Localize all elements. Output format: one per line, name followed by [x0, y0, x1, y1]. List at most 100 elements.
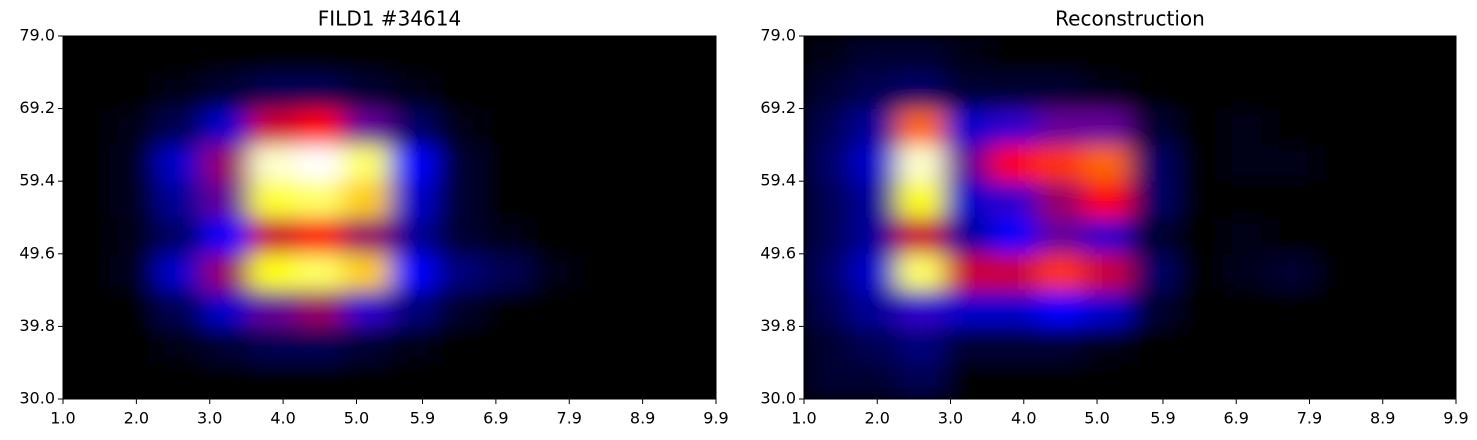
heatmap-cell — [1082, 289, 1131, 327]
y-tick-label: 69.2 — [760, 98, 796, 117]
x-tick-label: 5.9 — [1150, 409, 1175, 428]
heatmap-cell — [1408, 361, 1456, 399]
heatmap-cell — [1315, 289, 1364, 327]
heatmap-cell — [203, 325, 251, 363]
heatmap-cell — [249, 180, 297, 218]
heatmap-cell — [342, 216, 390, 254]
heatmap-cell — [1129, 36, 1178, 73]
heatmap-cell — [1176, 107, 1224, 146]
heatmap-cell — [575, 36, 623, 73]
heatmap-cell — [804, 325, 852, 363]
heatmap-cell — [850, 289, 898, 327]
heatmap-cell — [1129, 107, 1178, 146]
heatmap-cell — [482, 71, 530, 109]
chart-title: Reconstruction — [1055, 7, 1205, 31]
heatmap-cell — [896, 252, 945, 291]
heatmap-cell — [1269, 252, 1317, 291]
heatmap-cell — [529, 36, 577, 73]
heatmap-cell — [1362, 107, 1410, 146]
heatmap-cell — [435, 71, 483, 109]
heatmap-cell — [1315, 216, 1364, 254]
heatmap-cell — [1315, 361, 1364, 399]
heatmap-cell — [156, 216, 204, 254]
heatmap-cell — [435, 361, 483, 399]
heatmap-cell — [989, 252, 1038, 291]
heatmap-cell — [1176, 361, 1224, 399]
heatmap-cell — [63, 107, 111, 146]
heatmap-cell — [482, 252, 530, 291]
heatmap-cell — [1129, 180, 1178, 218]
x-tick-label: 9.9 — [703, 409, 728, 428]
x-tick-label: 6.9 — [483, 409, 508, 428]
heatmap-cell — [1362, 361, 1410, 399]
y-tick-label: 79.0 — [760, 26, 796, 45]
heatmap-cell — [1222, 361, 1271, 399]
heatmap-cell — [1362, 216, 1410, 254]
heatmap-cell — [622, 36, 670, 73]
x-tick-label: 1.0 — [791, 409, 816, 428]
heatmap-cell — [668, 289, 716, 327]
heatmap-cell — [1036, 361, 1084, 399]
heatmap-cell — [435, 107, 483, 146]
heatmap-cell — [109, 144, 157, 182]
heatmap-cell — [1036, 325, 1084, 363]
heatmap-cell — [668, 180, 716, 218]
heatmap-cell — [296, 180, 344, 218]
heatmap-cell — [529, 180, 577, 218]
heatmap-cell — [249, 289, 297, 327]
heatmap-cell — [1315, 144, 1364, 182]
heatmap-cell — [435, 289, 483, 327]
heatmap-cell — [850, 107, 898, 146]
heatmap-cell — [342, 107, 390, 146]
heatmap-cell — [943, 180, 991, 218]
heatmap-cell — [389, 252, 437, 291]
heatmap-cell — [1036, 216, 1084, 254]
heatmap-cell — [203, 107, 251, 146]
plot-frame — [803, 35, 1457, 400]
heatmap-cell — [1036, 289, 1084, 327]
heatmap-cell — [389, 107, 437, 146]
heatmap-cell — [575, 71, 623, 109]
heatmap-cell — [1082, 216, 1131, 254]
heatmap-cell — [389, 361, 437, 399]
heatmap-cell — [1408, 71, 1456, 109]
heatmap-cell — [1082, 252, 1131, 291]
heatmap-cell — [804, 36, 852, 73]
heatmap-cell — [1082, 36, 1131, 73]
heatmap-cell — [1222, 216, 1271, 254]
heatmap-cell — [203, 252, 251, 291]
heatmap-cell — [1362, 289, 1410, 327]
heatmap-cell — [1222, 71, 1271, 109]
y-tick-label: 39.8 — [19, 316, 55, 335]
heatmap-cell — [1176, 144, 1224, 182]
heatmap-cell — [1408, 252, 1456, 291]
heatmap-cell — [850, 180, 898, 218]
heatmap-cell — [1362, 252, 1410, 291]
heatmap-cell — [63, 144, 111, 182]
heatmap-cell — [1036, 252, 1084, 291]
heatmap-cell — [804, 180, 852, 218]
heatmap-cell — [804, 107, 852, 146]
heatmap-cell — [249, 71, 297, 109]
plot-frame — [62, 35, 717, 400]
heatmap-cell — [1315, 36, 1364, 73]
heatmap-cell — [1269, 361, 1317, 399]
heatmap-cell — [943, 36, 991, 73]
heatmap-cell — [943, 325, 991, 363]
heatmap-cell — [943, 361, 991, 399]
heatmap-cell — [622, 216, 670, 254]
heatmap-clip — [804, 36, 1456, 399]
y-tick-label: 30.0 — [760, 389, 796, 408]
heatmap-cell — [896, 71, 945, 109]
heatmap-cell — [1269, 289, 1317, 327]
heatmap-cell — [989, 180, 1038, 218]
heatmap-cell — [249, 325, 297, 363]
heatmap-cell — [850, 71, 898, 109]
heatmap-cell — [529, 252, 577, 291]
heatmap-cell — [296, 289, 344, 327]
heatmap-cell — [1082, 361, 1131, 399]
heatmap-cell — [989, 325, 1038, 363]
heatmap-cell — [1129, 252, 1178, 291]
heatmap-cell — [63, 216, 111, 254]
x-tick-label: 7.9 — [1297, 409, 1322, 428]
